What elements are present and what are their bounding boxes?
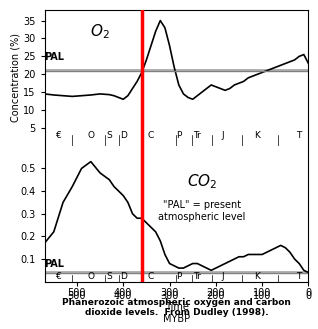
Text: D: D xyxy=(120,131,127,140)
Text: K: K xyxy=(255,271,260,281)
Text: J: J xyxy=(221,131,224,140)
Text: D: D xyxy=(120,271,127,281)
Text: €: € xyxy=(56,131,61,140)
Text: Tr: Tr xyxy=(193,271,201,281)
Text: 400: 400 xyxy=(114,288,132,298)
Text: P: P xyxy=(176,131,182,140)
Text: 500: 500 xyxy=(68,288,86,298)
Text: 200: 200 xyxy=(207,288,225,298)
Text: S: S xyxy=(107,131,112,140)
Bar xyxy=(45,271,308,274)
Text: C: C xyxy=(148,271,154,281)
Text: 100: 100 xyxy=(253,288,271,298)
Text: Tr: Tr xyxy=(193,131,201,140)
Text: 300: 300 xyxy=(160,288,179,298)
Text: K: K xyxy=(255,131,260,140)
Text: O: O xyxy=(87,271,94,281)
Bar xyxy=(45,69,308,72)
Text: T: T xyxy=(296,131,302,140)
Text: P: P xyxy=(176,271,182,281)
Text: S: S xyxy=(107,271,112,281)
Text: Phanerozoic atmospheric oxygen and carbon
dioxide levels.  From Dudley (1998).: Phanerozoic atmospheric oxygen and carbo… xyxy=(62,298,291,317)
Text: 0: 0 xyxy=(305,288,312,298)
Text: T: T xyxy=(296,271,302,281)
Text: C: C xyxy=(148,131,154,140)
Text: PAL: PAL xyxy=(45,52,65,62)
Text: PAL: PAL xyxy=(45,259,65,269)
Text: J: J xyxy=(221,271,224,281)
Text: CO$_2$: CO$_2$ xyxy=(187,173,217,191)
Text: €: € xyxy=(56,271,61,281)
Text: O: O xyxy=(87,131,94,140)
Y-axis label: Concentration (%): Concentration (%) xyxy=(10,33,20,122)
Text: O$_2$: O$_2$ xyxy=(90,22,110,41)
X-axis label: Time
MYBP: Time MYBP xyxy=(163,302,190,324)
Text: "PAL" = present
atmospheric level: "PAL" = present atmospheric level xyxy=(158,200,245,222)
